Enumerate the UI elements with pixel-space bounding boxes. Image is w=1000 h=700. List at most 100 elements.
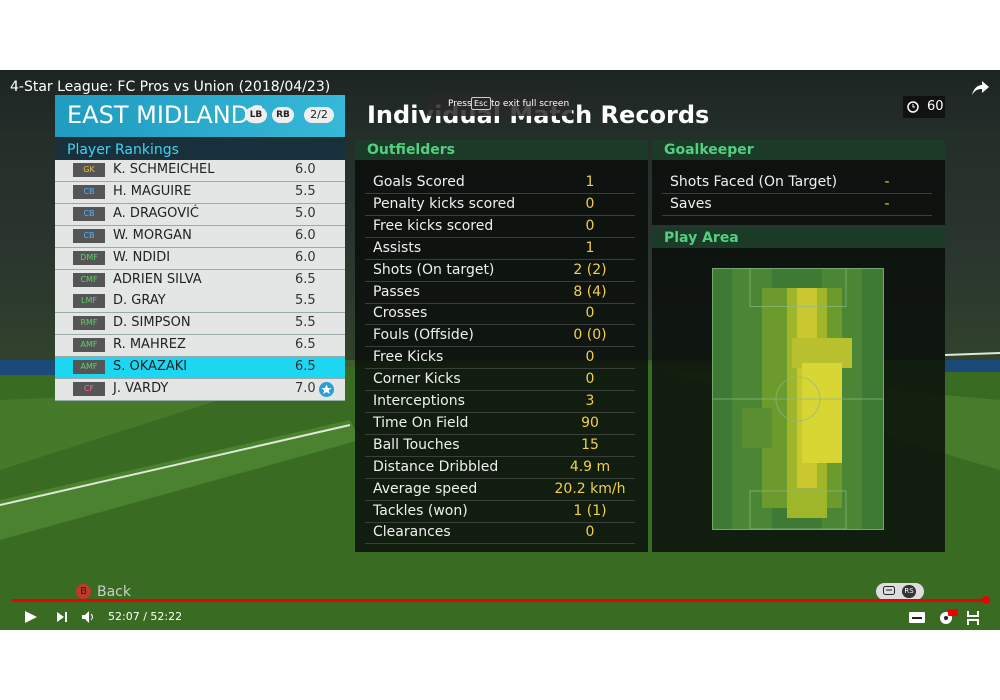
stat-divider [365, 280, 635, 282]
outfielders-title: Outfielders [367, 142, 455, 158]
team-header [55, 95, 345, 137]
hint-text: to exit full screen [491, 99, 570, 109]
star [321, 384, 332, 394]
video-player[interactable]: 4-Star League: FC Pros vs Union (2018/04… [0, 70, 1000, 630]
stat-label: Passes [373, 283, 420, 300]
stat-divider [365, 368, 635, 370]
player-name: W. NDIDI [113, 249, 171, 265]
stat-divider [365, 258, 635, 260]
stick-hint: RS [876, 583, 924, 600]
stat-label: Penalty kicks scored [373, 195, 516, 212]
rankings-title: Player Rankings [67, 142, 179, 158]
stat-value: 0 [585, 371, 595, 388]
stat-divider [365, 543, 635, 545]
player-name: J. VARDY [113, 381, 169, 396]
play-area-header [652, 228, 945, 248]
stat-divider [365, 455, 635, 457]
ranking-row[interactable]: RMF D. SIMPSON 5.5 [55, 313, 345, 336]
ranking-row[interactable]: CB W. MORGAN 6.0 [55, 225, 345, 248]
stat-label: Clearances [373, 524, 451, 541]
position-badge: AMF [73, 338, 105, 353]
stat-divider [662, 214, 932, 216]
player-rating: 5.5 [295, 315, 316, 331]
left-controls[interactable] [22, 609, 102, 625]
position-badge: CB [73, 228, 105, 243]
stat-value: 1 (1) [573, 502, 607, 519]
page-indicator: 2/2 [304, 107, 334, 123]
right-controls[interactable] [908, 608, 983, 626]
rb-button[interactable]: RB [272, 107, 294, 123]
ranking-row[interactable]: CF J. VARDY 7.0 [55, 379, 345, 401]
ranking-row[interactable]: GK K. SCHMEICHEL 6.0 [55, 160, 345, 182]
player-rating: 5.0 [295, 205, 316, 221]
player-name: S. OKAZAKI [113, 359, 188, 375]
video-title: 4-Star League: FC Pros vs Union (2018/04… [10, 79, 331, 95]
hint-press: Press [448, 99, 472, 109]
fullscreen-hint: Press Esc to exit full screen [428, 94, 572, 116]
stat-value: 3 [585, 393, 595, 409]
position-badge: CMF [73, 272, 105, 287]
ranking-row[interactable]: CMF ADRIEN SILVA 6.5 [55, 269, 345, 292]
stat-divider [365, 346, 635, 348]
lb-button[interactable]: LB [245, 107, 267, 123]
stat-divider [365, 477, 635, 479]
stat-label: Fouls (Offside) [373, 327, 474, 344]
rs-button: RS [902, 585, 916, 598]
player-name: W. MORGAN [113, 227, 192, 243]
stat-value: 15 [581, 436, 599, 453]
position-badge: CB [73, 184, 105, 199]
player-rating: 6.5 [295, 337, 316, 353]
ranking-row[interactable]: AMF R. MAHREZ 6.5 [55, 335, 345, 358]
stat-label: Shots (On target) [373, 261, 495, 278]
progress-bar[interactable] [12, 599, 985, 602]
stat-divider [365, 433, 635, 435]
progress-handle[interactable] [982, 596, 990, 604]
stat-value: 8 (4) [573, 283, 607, 300]
timer-box: 60 [903, 96, 945, 118]
stat-divider [365, 412, 635, 413]
stat-value: 0 [585, 305, 595, 322]
outfielders-panel [355, 140, 648, 552]
goalkeeper-header [652, 140, 945, 160]
stat-label: Time On Field [373, 414, 469, 431]
player-name: A. DRAGOVIĆ [113, 205, 199, 221]
stat-value: - [884, 195, 890, 212]
player-name: R. MAHREZ [113, 337, 186, 353]
player-name: H. MAGUIRE [113, 183, 192, 199]
stat-value: - [884, 174, 890, 190]
player-rating: 7.0 [295, 381, 316, 396]
position-badge: DMF [73, 250, 105, 265]
ranking-row[interactable]: CB H. MAGUIRE 5.5 [55, 181, 345, 204]
stat-value: 2 (2) [573, 261, 607, 278]
play-area-title: Play Area [664, 230, 739, 246]
clock-icon [907, 101, 919, 113]
position-badge: AMF [73, 360, 105, 375]
stat-value: 0 (0) [573, 327, 607, 344]
ranking-row[interactable]: DMF W. NDIDI 6.0 [55, 247, 345, 270]
player-name: ADRIEN SILVA [113, 271, 202, 287]
stat-value: 0 [585, 349, 595, 366]
player-rating: 6.0 [295, 227, 316, 243]
position-badge: LMF [73, 294, 105, 309]
ranking-row[interactable]: CB A. DRAGOVIĆ 5.0 [55, 203, 345, 226]
ranking-row[interactable]: AMF S. OKAZAKI 6.5 [55, 357, 345, 380]
back-label[interactable]: Back [97, 584, 131, 600]
player-rating: 6.5 [295, 359, 316, 375]
stat-label: Corner Kicks [373, 371, 461, 388]
position-badge: CB [73, 206, 105, 221]
outfielders-header [355, 140, 648, 160]
player-rating: 6.0 [295, 249, 316, 265]
stat-value: 90 [581, 414, 599, 431]
chat-icon [883, 586, 895, 595]
stat-label: Average speed [373, 480, 478, 497]
stat-divider [365, 390, 635, 392]
player-name: D. GRAY [113, 293, 166, 309]
ranking-row[interactable]: LMF D. GRAY 5.5 [55, 291, 345, 314]
team-name: EAST MIDLANDS [67, 101, 265, 129]
share-icon[interactable] [970, 79, 990, 97]
back-button-icon[interactable]: B [76, 584, 91, 599]
player-rating: 6.0 [295, 162, 316, 177]
stat-value: 1 [585, 239, 595, 256]
hint-key: Esc [471, 97, 491, 110]
